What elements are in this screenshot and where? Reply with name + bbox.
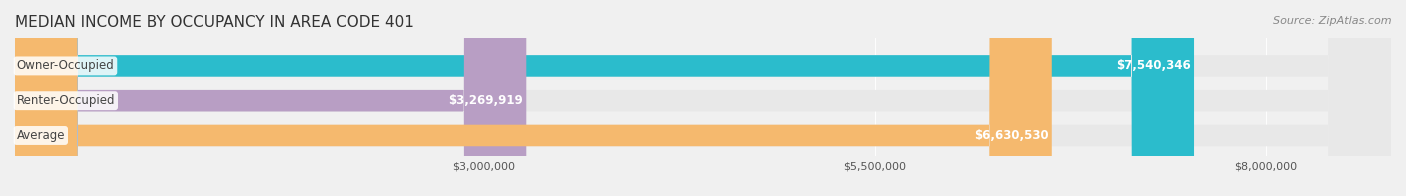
Text: MEDIAN INCOME BY OCCUPANCY IN AREA CODE 401: MEDIAN INCOME BY OCCUPANCY IN AREA CODE … bbox=[15, 15, 413, 30]
Text: Source: ZipAtlas.com: Source: ZipAtlas.com bbox=[1274, 16, 1392, 26]
FancyBboxPatch shape bbox=[15, 0, 1052, 196]
FancyBboxPatch shape bbox=[15, 0, 1194, 196]
FancyBboxPatch shape bbox=[15, 0, 526, 196]
FancyBboxPatch shape bbox=[15, 0, 1391, 196]
Text: $3,269,919: $3,269,919 bbox=[449, 94, 523, 107]
Text: $7,540,346: $7,540,346 bbox=[1116, 59, 1191, 73]
FancyBboxPatch shape bbox=[15, 0, 1391, 196]
Text: Renter-Occupied: Renter-Occupied bbox=[17, 94, 115, 107]
Text: Owner-Occupied: Owner-Occupied bbox=[17, 59, 114, 73]
FancyBboxPatch shape bbox=[15, 0, 1391, 196]
Text: $6,630,530: $6,630,530 bbox=[974, 129, 1049, 142]
Text: Average: Average bbox=[17, 129, 65, 142]
